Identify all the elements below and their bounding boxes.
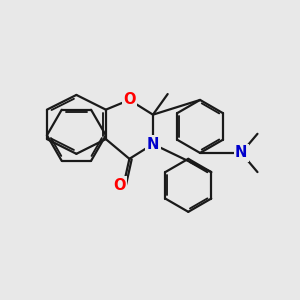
- Text: N: N: [147, 136, 159, 152]
- Text: N: N: [235, 146, 248, 160]
- Text: O: O: [113, 178, 125, 193]
- Text: O: O: [123, 92, 136, 107]
